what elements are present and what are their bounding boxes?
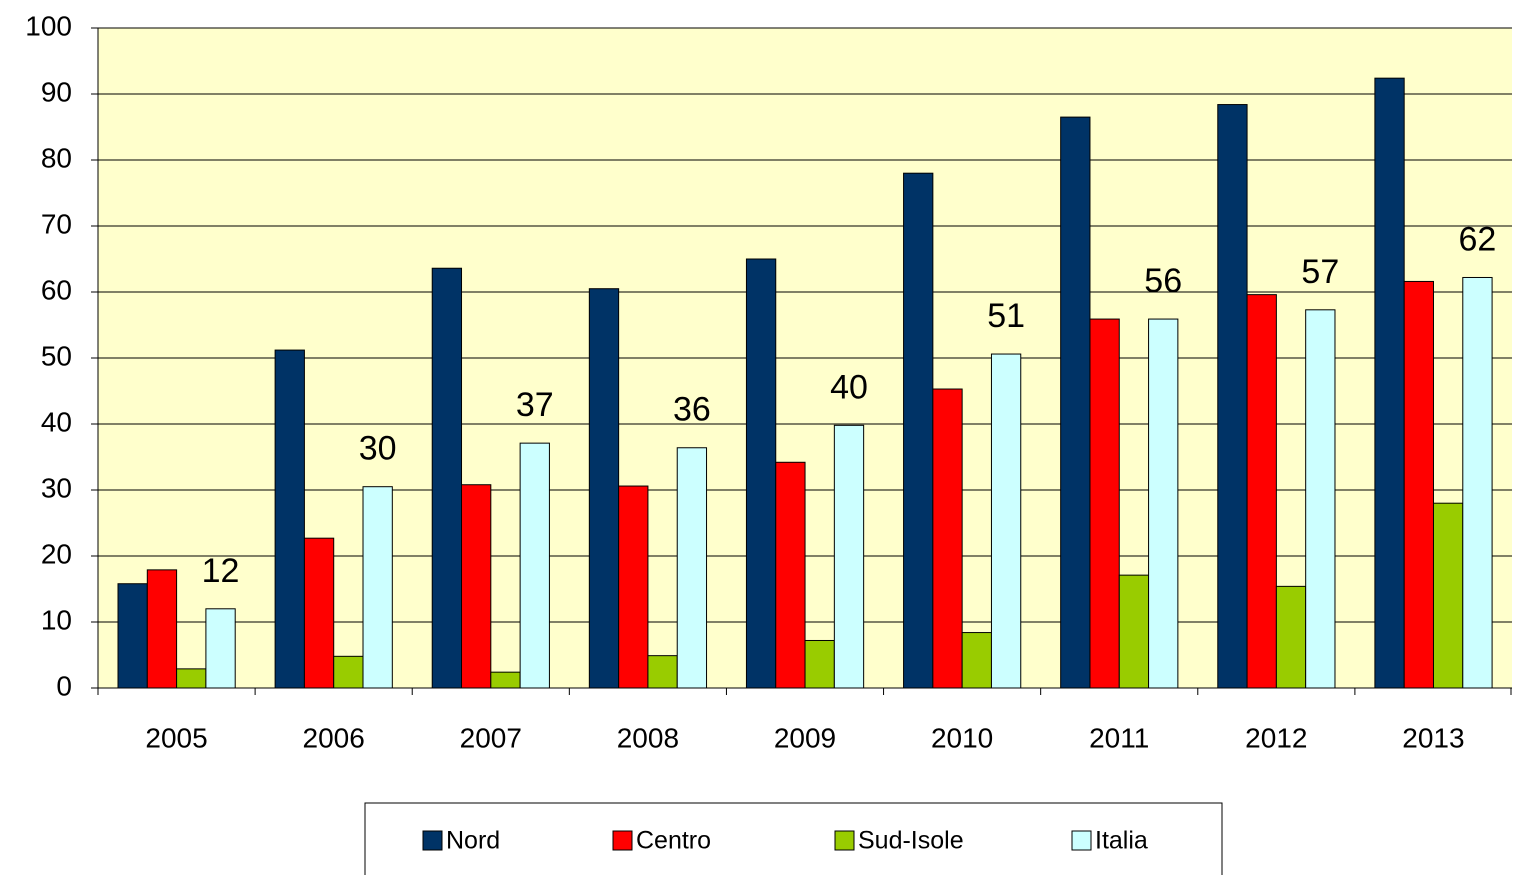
bar: [519, 442, 550, 689]
legend-label: Nord: [446, 827, 500, 855]
bar: [333, 655, 364, 689]
legend-swatch: [1071, 830, 1092, 851]
legend-box: [364, 802, 1223, 875]
bar: [303, 537, 335, 689]
bar: [961, 632, 992, 689]
x-tick-label: 2009: [774, 722, 836, 753]
bar: [1275, 585, 1307, 689]
data-label: 51: [987, 297, 1025, 335]
bar: [676, 447, 708, 689]
y-tick-label: 10: [41, 604, 72, 635]
y-tick-label: 0: [56, 670, 72, 701]
bar: [1060, 116, 1091, 689]
bar: [1462, 276, 1493, 689]
y-tick-label: 90: [41, 76, 72, 107]
bar: [117, 583, 148, 689]
bar: [1217, 104, 1248, 689]
bar: [932, 388, 963, 689]
bar: [362, 486, 393, 689]
bar: [1432, 502, 1464, 689]
x-tick-label: 2011: [1089, 722, 1149, 753]
data-label: 30: [359, 430, 397, 468]
y-tick-label: 50: [41, 340, 72, 371]
y-tick-label: 20: [41, 538, 72, 569]
bar: [833, 424, 865, 689]
data-label: 56: [1144, 262, 1182, 300]
x-tick-label: 2007: [460, 722, 522, 753]
data-label: 12: [202, 552, 240, 590]
data-label: 37: [516, 386, 554, 424]
bar: [1305, 309, 1336, 689]
y-tick-label: 70: [41, 208, 72, 239]
bar: [274, 349, 305, 689]
data-label: 36: [673, 391, 711, 429]
bar: [431, 267, 463, 689]
bar: [903, 172, 934, 689]
bar: [1118, 574, 1150, 689]
bar: [745, 258, 777, 689]
y-tick-label: 100: [25, 10, 72, 41]
bar: [588, 288, 620, 689]
bar: [176, 668, 207, 689]
y-tick-label: 60: [41, 274, 72, 305]
y-tick-label: 80: [41, 142, 72, 173]
bar: [490, 671, 521, 689]
x-tick-label: 2008: [617, 722, 679, 753]
y-tick-label: 30: [41, 472, 72, 503]
bar: [205, 608, 236, 689]
bar: [1374, 77, 1405, 689]
bar: [461, 484, 492, 689]
legend-swatch: [422, 830, 443, 851]
legend-label: Italia: [1095, 827, 1148, 855]
y-tick-label: 40: [41, 406, 72, 437]
legend-label: Sud-Isole: [858, 827, 964, 855]
bar: [1246, 294, 1277, 689]
legend-swatch: [612, 830, 633, 851]
legend-swatch: [834, 830, 855, 851]
bar: [647, 655, 678, 689]
data-label: 62: [1459, 220, 1497, 258]
bar: [146, 569, 178, 689]
legend-label: Centro: [636, 827, 711, 855]
bar: [1089, 318, 1120, 689]
x-tick-label: 2005: [145, 722, 207, 753]
x-tick-label: 2012: [1245, 722, 1307, 753]
x-tick-label: 2010: [931, 722, 993, 753]
bar: [1148, 318, 1179, 689]
x-tick-label: 2013: [1402, 722, 1464, 753]
bar: [618, 485, 649, 689]
bar: [1403, 280, 1434, 689]
x-tick-label: 2006: [303, 722, 365, 753]
bar: [804, 639, 835, 689]
bar: [990, 353, 1022, 689]
data-label: 40: [830, 368, 868, 406]
bar: [775, 461, 806, 689]
data-label: 57: [1301, 253, 1339, 291]
